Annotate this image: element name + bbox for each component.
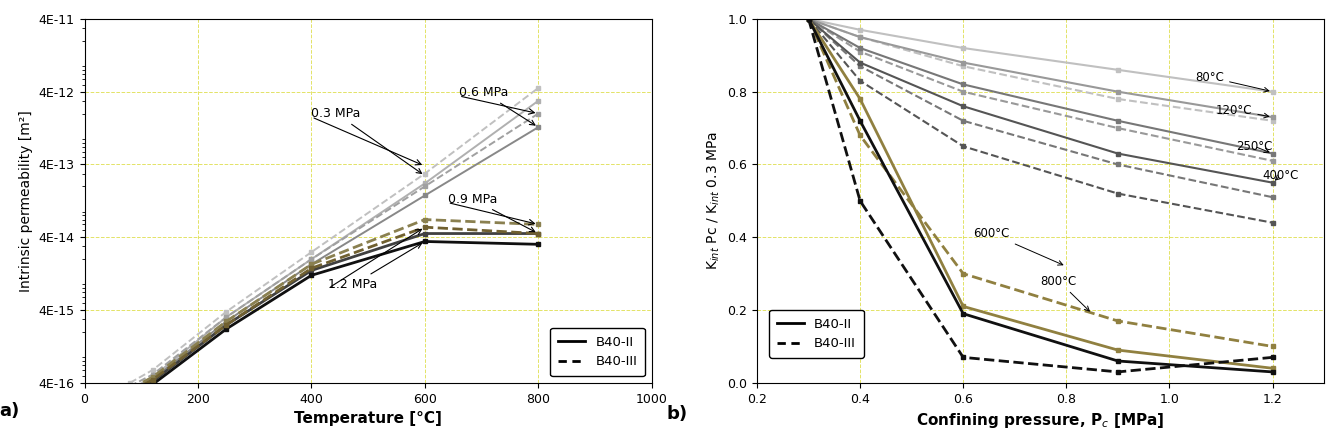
Legend: B40-II, B40-III: B40-II, B40-III (550, 328, 645, 376)
Text: 250°C: 250°C (1236, 140, 1272, 153)
Text: 0.9 MPa: 0.9 MPa (447, 193, 535, 232)
Text: 0.6 MPa: 0.6 MPa (459, 86, 535, 125)
Text: 1.2 MPa: 1.2 MPa (328, 244, 421, 291)
Text: a): a) (0, 401, 20, 420)
Text: 120°C: 120°C (1216, 103, 1268, 118)
Text: 600°C: 600°C (974, 227, 1062, 265)
Text: 800°C: 800°C (1041, 274, 1089, 311)
Legend: B40-II, B40-III: B40-II, B40-III (769, 309, 864, 358)
X-axis label: Confining pressure, P$_c$ [MPa]: Confining pressure, P$_c$ [MPa] (917, 411, 1165, 430)
Text: 400°C: 400°C (1262, 169, 1299, 182)
Y-axis label: K$_{int}$ Pc / K$_{int}$ 0.3 MPa: K$_{int}$ Pc / K$_{int}$ 0.3 MPa (705, 131, 721, 270)
Y-axis label: Intrinsic permeability [m²]: Intrinsic permeability [m²] (19, 110, 33, 292)
Text: 0.3 MPa: 0.3 MPa (312, 107, 421, 174)
Text: b): b) (666, 405, 688, 423)
Text: 80°C: 80°C (1195, 71, 1268, 92)
X-axis label: Temperature [°C]: Temperature [°C] (294, 411, 442, 426)
